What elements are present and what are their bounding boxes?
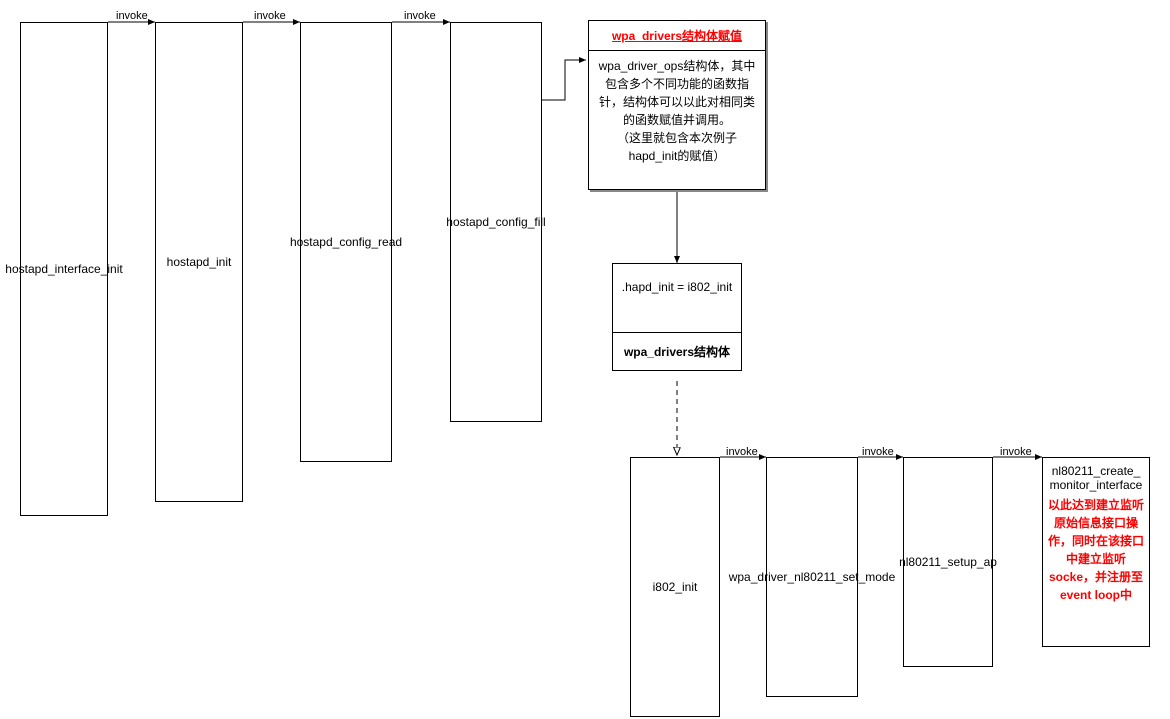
node-label-line1: nl80211_create_monitor_interface: [1047, 464, 1145, 492]
node-wpa-drivers-assign: wpa_drivers结构体赋值 wpa_driver_ops结构体，其中包含多…: [588, 20, 766, 190]
node-nl80211-setup-ap: nl80211_setup_ap: [903, 457, 993, 667]
titlebox-content: wpa_driver_ops结构体，其中包含多个不同功能的函数指针，结构体可以以…: [589, 51, 765, 171]
node-hostapd-config-fill: hostapd_config_fill: [450, 22, 542, 422]
node-hostapd-interface-init: hostapd_interface_init: [20, 22, 108, 516]
node-wpa-driver-nl80211-set-mode: wpa_driver_nl80211_set_mode: [766, 457, 858, 697]
struct-label: wpa_drivers结构体: [624, 345, 730, 359]
titlebox-title: wpa_drivers结构体赋值: [589, 21, 765, 51]
node-wpa-drivers-struct: .hapd_init = i802_init wpa_drivers结构体: [612, 263, 742, 371]
node-label: hostapd_interface_init: [5, 262, 122, 276]
edge-label-invoke-9: invoke: [1000, 446, 1032, 458]
node-hostapd-init: hostapd_init: [155, 22, 243, 502]
node-label: wpa_driver_nl80211_set_mode: [729, 570, 896, 584]
struct-vars: .hapd_init = i802_init: [622, 280, 732, 294]
edge-label-invoke-3: invoke: [404, 10, 436, 22]
node-label: nl80211_setup_ap: [899, 555, 997, 569]
node-label: hostapd_config_fill: [446, 215, 545, 229]
node-i802-init: i802_init: [630, 457, 720, 717]
node-label: hostapd_config_read: [290, 235, 402, 249]
node-label-line2: 以此达到建立监听原始信息接口操作，同时在该接口中建立监听socke，并注册至ev…: [1047, 496, 1145, 604]
edge-label-invoke-7: invoke: [726, 446, 758, 458]
edge-label-invoke-2: invoke: [254, 10, 286, 22]
edge-label-invoke-8: invoke: [862, 446, 894, 458]
edge-label-invoke-1: invoke: [116, 10, 148, 22]
node-label: i802_init: [653, 580, 698, 594]
node-nl80211-create-monitor-interface: nl80211_create_monitor_interface 以此达到建立监…: [1042, 457, 1150, 647]
node-hostapd-config-read: hostapd_config_read: [300, 22, 392, 462]
node-label: hostapd_init: [167, 255, 232, 269]
